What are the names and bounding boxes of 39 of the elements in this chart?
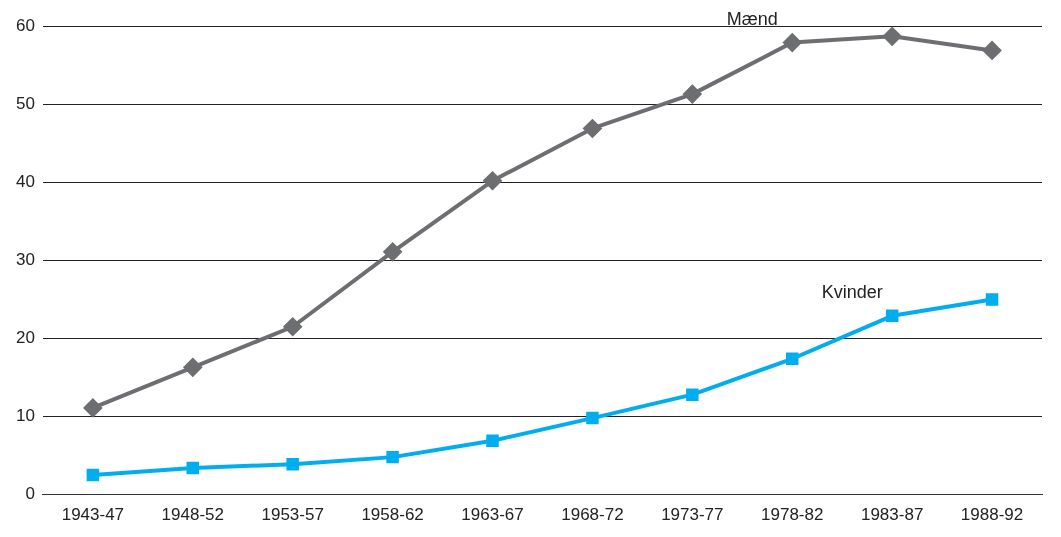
x-tick-label: 1948-52 (161, 505, 224, 525)
point (383, 242, 402, 261)
point (686, 388, 699, 401)
y-tick-label: 0 (25, 484, 35, 504)
y-tick-label: 50 (15, 93, 35, 113)
point (683, 85, 702, 104)
y-tick-label: 30 (15, 250, 35, 270)
series-label: Mænd (726, 8, 778, 29)
point (785, 352, 799, 366)
x-tick-label: 1943-47 (61, 505, 125, 525)
point (883, 27, 902, 46)
series-label: Kvinder (821, 281, 883, 302)
point (386, 450, 399, 464)
point (885, 309, 899, 323)
y-tick-label: 60 (15, 15, 35, 35)
point (983, 41, 1002, 60)
point (183, 358, 202, 377)
point (483, 171, 502, 190)
x-tick-label: 1973-77 (661, 505, 724, 525)
x-tick-label: 1988-92 (960, 505, 1024, 525)
x-tick-label: 1968-72 (561, 505, 624, 525)
point (486, 434, 499, 447)
point (985, 293, 999, 306)
y-tick-label: 20 (15, 328, 35, 348)
y-tick-label: 40 (15, 172, 35, 192)
point (86, 468, 100, 482)
x-tick-label: 1978-82 (761, 505, 824, 525)
x-tick-label: 1958-62 (361, 505, 424, 525)
point (186, 461, 200, 475)
point (286, 457, 299, 471)
point (583, 119, 602, 138)
point (586, 411, 599, 425)
x-tick-label: 1963-67 (461, 505, 524, 525)
x-tick-label: 1983-87 (860, 505, 924, 525)
point (783, 33, 802, 52)
x-tick-label: 1953-57 (261, 505, 324, 525)
point (83, 398, 102, 417)
y-tick-label: 10 (15, 406, 35, 426)
point (283, 317, 302, 336)
